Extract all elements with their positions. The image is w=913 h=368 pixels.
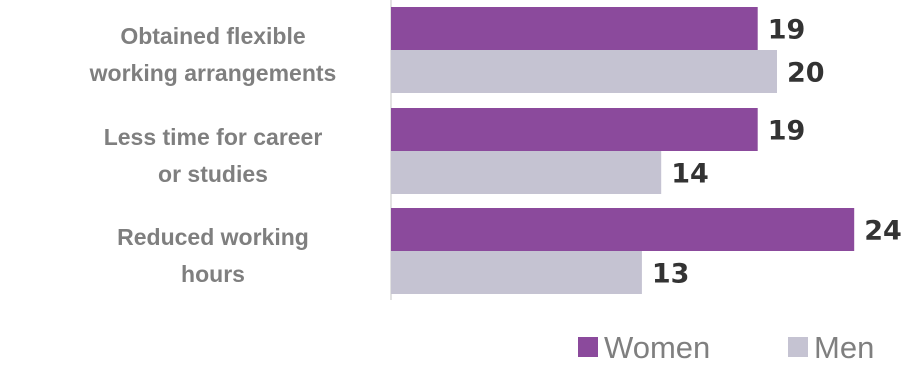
category-labels: Obtained flexible working arrangements Les… <box>89 23 337 287</box>
bar-women <box>391 208 855 251</box>
value-label-women: 19 <box>768 15 806 46</box>
value-label-women: 24 <box>864 216 902 247</box>
category-label: Reduced working hours <box>117 224 309 287</box>
legend-label-men: Men <box>814 330 874 365</box>
bar-men <box>391 50 777 93</box>
bars <box>391 7 855 294</box>
bar-men <box>391 251 642 294</box>
legend-label-women: Women <box>604 330 710 365</box>
value-labels: 19 20 19 14 24 13 <box>652 15 902 290</box>
bar-men <box>391 151 662 194</box>
category-label: Obtained flexible working arrangements <box>89 23 337 86</box>
value-label-women: 19 <box>768 116 806 147</box>
legend: Women Men <box>578 330 874 365</box>
value-label-men: 13 <box>652 259 690 290</box>
category-label: Less time for career or studies <box>104 124 323 187</box>
legend-swatch-men <box>788 337 808 357</box>
legend-swatch-women <box>578 337 598 357</box>
bar-women <box>391 7 758 50</box>
value-label-men: 14 <box>671 159 709 190</box>
value-label-men: 20 <box>787 58 825 89</box>
bar-women <box>391 108 758 151</box>
